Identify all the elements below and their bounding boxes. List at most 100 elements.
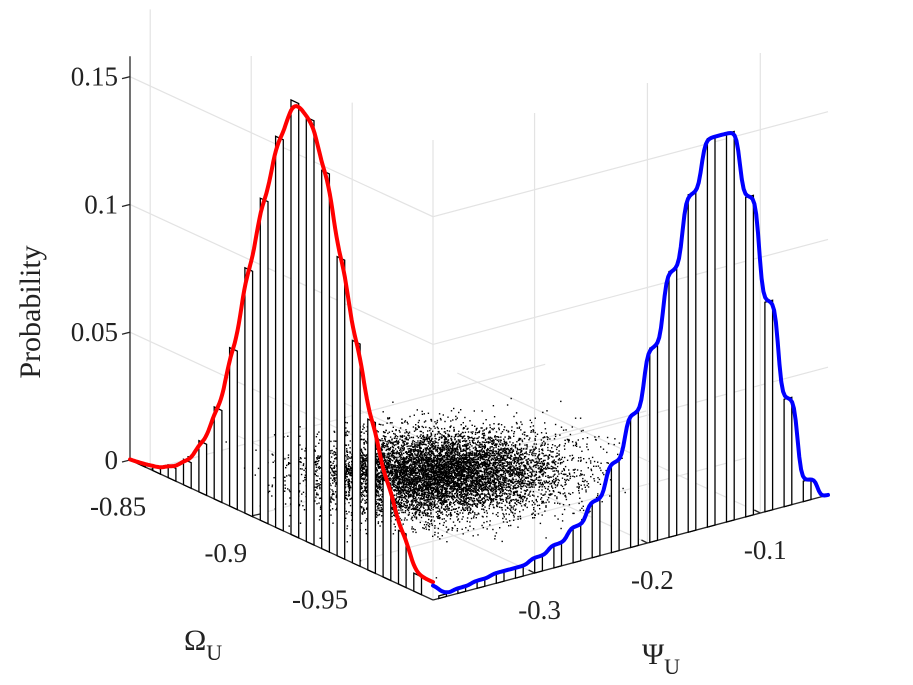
scatter-point	[285, 467, 287, 469]
scatter-point	[552, 470, 554, 472]
scatter-point	[454, 492, 457, 495]
scatter-point	[511, 455, 513, 458]
scatter-point	[434, 445, 436, 448]
scatter-point	[481, 465, 483, 468]
scatter-point	[499, 485, 501, 487]
scatter-point	[435, 449, 438, 451]
scatter-point	[431, 438, 433, 441]
scatter-point	[496, 443, 498, 445]
scatter-point	[545, 454, 547, 457]
scatter-point	[415, 465, 417, 467]
scatter-point	[542, 469, 544, 472]
scatter-point	[412, 426, 415, 428]
scatter-point	[442, 466, 444, 468]
scatter-point	[314, 500, 316, 502]
scatter-point	[606, 436, 609, 439]
scatter-point	[473, 460, 475, 463]
scatter-point	[468, 503, 470, 505]
scatter-point	[576, 469, 579, 471]
scatter-point	[463, 427, 466, 429]
scatter-point	[349, 474, 352, 477]
scatter-point	[534, 482, 536, 484]
scatter-point	[443, 502, 445, 505]
scatter-point	[360, 464, 363, 466]
scatter-point	[523, 476, 525, 478]
scatter-point	[412, 470, 414, 473]
scatter-point	[489, 441, 491, 443]
scatter-point	[348, 482, 351, 485]
scatter-point	[476, 494, 478, 497]
scatter-point	[362, 507, 365, 509]
scatter-point	[444, 420, 446, 423]
scatter-point	[524, 477, 527, 479]
scatter-point	[569, 475, 572, 478]
scatter-point	[498, 448, 500, 451]
scatter-point	[429, 429, 431, 432]
scatter-point	[318, 457, 321, 459]
scatter-point	[437, 490, 440, 492]
scatter-point	[465, 479, 467, 481]
scatter-point	[517, 515, 519, 518]
scatter-point	[513, 457, 515, 459]
scatter-point	[530, 483, 533, 485]
scatter-point	[422, 473, 425, 475]
scatter-point	[409, 472, 412, 474]
scatter-point	[300, 457, 302, 460]
scatter-point	[571, 426, 573, 428]
scatter-point	[544, 472, 546, 474]
scatter-point	[398, 495, 401, 498]
scatter-point	[412, 505, 414, 507]
scatter-point	[402, 470, 404, 472]
scatter-point	[469, 482, 472, 484]
scatter-point	[399, 506, 401, 509]
scatter-point	[551, 444, 554, 446]
scatter-point	[551, 447, 553, 449]
scatter-point	[469, 493, 471, 496]
scatter-point	[481, 474, 483, 476]
scatter-point	[379, 472, 381, 474]
scatter-point	[302, 480, 305, 482]
scatter-point	[404, 459, 406, 461]
scatter-point	[494, 496, 497, 498]
scatter-point	[428, 486, 430, 488]
scatter-point	[518, 426, 521, 428]
scatter-point	[364, 488, 366, 490]
scatter-point	[447, 476, 449, 478]
scatter-point	[316, 503, 318, 505]
scatter-point	[461, 471, 463, 473]
scatter-point	[581, 473, 583, 476]
scatter-point	[545, 432, 547, 434]
scatter-point	[362, 425, 364, 427]
scatter-point	[346, 479, 348, 481]
scatter-point	[500, 444, 502, 446]
scatter-point	[510, 487, 512, 490]
scatter-point	[363, 494, 365, 497]
scatter-point	[431, 482, 434, 484]
scatter-point	[460, 499, 463, 502]
scatter-point	[480, 485, 482, 487]
scatter-point	[453, 495, 455, 498]
scatter-point	[400, 456, 402, 458]
scatter-point	[545, 491, 547, 493]
scatter-point	[333, 466, 336, 468]
scatter-point	[547, 446, 549, 449]
scatter-point	[484, 445, 487, 448]
scatter-point	[535, 458, 537, 460]
scatter-point	[450, 442, 452, 445]
scatter-point	[525, 500, 527, 502]
scatter-point	[442, 473, 445, 475]
scatter-point	[509, 499, 512, 502]
scatter-point	[415, 482, 417, 484]
scatter-point	[444, 453, 447, 455]
scatter-point	[462, 450, 464, 452]
scatter-point	[489, 482, 491, 485]
scatter-point	[330, 497, 332, 499]
scatter-point	[515, 483, 517, 485]
scatter-point	[399, 465, 402, 468]
scatter-point	[521, 423, 523, 426]
scatter-point	[366, 498, 368, 501]
scatter-point	[582, 509, 585, 512]
scatter-point	[412, 472, 414, 474]
scatter-point	[484, 434, 486, 437]
scatter-point	[377, 460, 379, 462]
